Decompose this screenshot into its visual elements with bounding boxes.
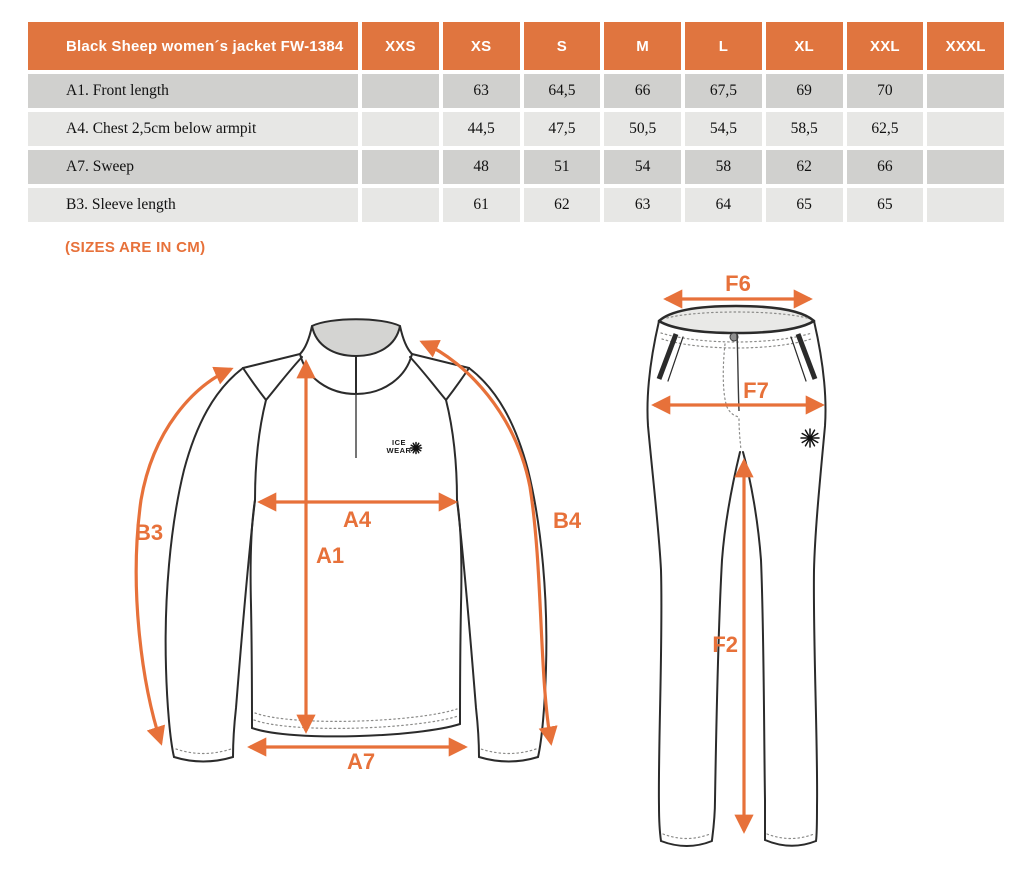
table-title: Black Sheep women´s jacket FW-1384 xyxy=(28,22,358,70)
pants-right-leg xyxy=(812,320,827,842)
icewear-logo: ICE WEAR xyxy=(387,438,423,455)
pants-right-pocket xyxy=(795,333,818,380)
cell-value: 44,5 xyxy=(442,112,520,146)
cell-value xyxy=(362,112,439,146)
cell-value: 65 xyxy=(846,188,924,222)
cell-value xyxy=(362,74,439,108)
measurement-diagrams: ICE WEAR A4 A1 A7 B3 B4 xyxy=(134,271,827,847)
jacket-label-a4: A4 xyxy=(343,507,372,532)
col-header-xxxl: XXXL xyxy=(927,22,1004,70)
cell-value xyxy=(362,188,439,222)
col-header-xs: XS xyxy=(442,22,520,70)
pants-label-f2: F2 xyxy=(712,632,738,657)
cell-value: 62 xyxy=(765,150,843,184)
snowflake-icon xyxy=(800,428,820,448)
col-header-l: L xyxy=(685,22,762,70)
cell-value: 61 xyxy=(442,188,520,222)
col-header-xl: XL xyxy=(765,22,843,70)
jacket-hem xyxy=(251,723,461,738)
snowflake-icon xyxy=(409,441,423,455)
col-header-xxl: XXL xyxy=(846,22,924,70)
col-header-xxs: XXS xyxy=(362,22,439,70)
row-label: A1. Front length xyxy=(28,74,358,108)
logo-text-line2: WEAR xyxy=(387,446,412,455)
pants-drawing: F6 F7 F2 xyxy=(646,271,827,847)
measure-arrow-b4 xyxy=(419,340,558,746)
cell-value: 62,5 xyxy=(846,112,924,146)
cell-value: 66 xyxy=(846,150,924,184)
cell-value xyxy=(927,74,1004,108)
cell-value: 51 xyxy=(523,150,601,184)
col-header-s: S xyxy=(523,22,601,70)
cell-value: 48 xyxy=(442,150,520,184)
jacket-label-a1: A1 xyxy=(316,543,344,568)
row-label: A7. Sweep xyxy=(28,150,358,184)
cell-value: 70 xyxy=(846,74,924,108)
cell-value: 64 xyxy=(685,188,762,222)
cell-value: 64,5 xyxy=(523,74,601,108)
jacket-label-a7: A7 xyxy=(347,749,375,774)
pants-waist-opening xyxy=(657,304,816,335)
cell-value xyxy=(927,112,1004,146)
cell-value: 66 xyxy=(604,74,681,108)
table-row: B3. Sleeve length 61 62 63 64 65 65 xyxy=(28,188,1004,222)
measure-arrow-b3 xyxy=(134,366,234,746)
row-label: A4. Chest 2,5cm below armpit xyxy=(28,112,358,146)
cell-value: 58 xyxy=(685,150,762,184)
table-row: A4. Chest 2,5cm below armpit 44,5 47,5 5… xyxy=(28,112,1004,146)
cell-value: 69 xyxy=(765,74,843,108)
units-caption: (SIZES ARE IN CM) xyxy=(65,239,206,256)
cell-value: 50,5 xyxy=(604,112,681,146)
row-label: B3. Sleeve length xyxy=(28,188,358,222)
cell-value: 63 xyxy=(604,188,681,222)
cell-value xyxy=(362,150,439,184)
col-header-m: M xyxy=(604,22,681,70)
cell-value xyxy=(927,188,1004,222)
pants-button xyxy=(729,332,739,342)
cell-value: 63 xyxy=(442,74,520,108)
cell-value: 67,5 xyxy=(685,74,762,108)
jacket-label-b3: B3 xyxy=(135,520,163,545)
cell-value: 62 xyxy=(523,188,601,222)
logo-text-line1: ICE xyxy=(392,438,406,447)
table-header-row: Black Sheep women´s jacket FW-1384 XXS X… xyxy=(28,22,1004,70)
cell-value: 58,5 xyxy=(765,112,843,146)
jacket-drawing: ICE WEAR A4 A1 A7 B3 B4 xyxy=(134,318,582,774)
cell-value: 47,5 xyxy=(523,112,601,146)
pants-left-pocket xyxy=(656,333,679,380)
pants-label-f7: F7 xyxy=(743,378,769,403)
pants-left-leg xyxy=(646,320,663,842)
cell-value: 54 xyxy=(604,150,681,184)
jacket-collar-opening xyxy=(311,318,401,357)
cell-value xyxy=(927,150,1004,184)
jacket-left-sleeve xyxy=(164,367,244,758)
table-row: A1. Front length 63 64,5 66 67,5 69 70 xyxy=(28,74,1004,108)
pants-label-f6: F6 xyxy=(725,271,751,296)
cell-value: 54,5 xyxy=(685,112,762,146)
cell-value: 65 xyxy=(765,188,843,222)
table-row: A7. Sweep 48 51 54 58 62 66 xyxy=(28,150,1004,184)
size-chart-table: Black Sheep women´s jacket FW-1384 XXS X… xyxy=(28,22,1004,222)
jacket-label-b4: B4 xyxy=(553,508,582,533)
